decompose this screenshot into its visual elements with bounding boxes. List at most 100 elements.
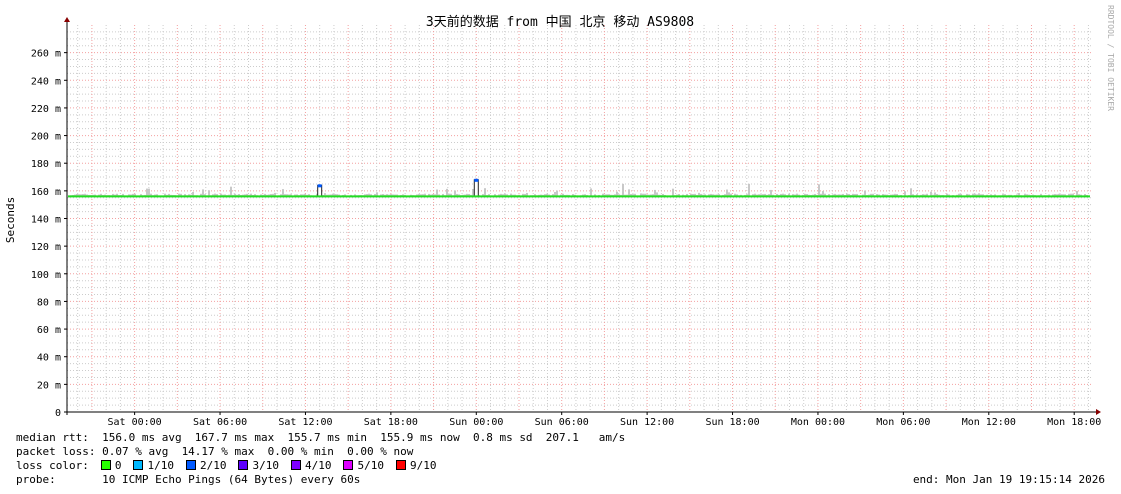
smoke-band bbox=[446, 188, 448, 198]
smoke-band bbox=[454, 190, 456, 198]
loss-color-swatch bbox=[185, 460, 196, 470]
loss-color-legend: loss color: 0 1/10 2/10 3/10 4/10 5/10 9/10 bbox=[16, 459, 448, 473]
loss-color-swatch bbox=[395, 460, 406, 470]
smoke-band bbox=[818, 184, 820, 198]
smoke-band bbox=[698, 192, 700, 198]
rtt-spike bbox=[473, 179, 479, 197]
x-tick-label: Sat 00:00 bbox=[108, 417, 162, 428]
smoke-band bbox=[324, 193, 326, 198]
loss-color-swatch bbox=[238, 460, 249, 470]
y-tick-label: 200 m bbox=[31, 132, 61, 143]
x-tick-label: Sat 06:00 bbox=[193, 417, 247, 428]
loss-color-item: 3/10 bbox=[238, 459, 279, 472]
x-tick-label: Mon 06:00 bbox=[876, 417, 930, 428]
smoke-band bbox=[728, 192, 730, 198]
smoke-band bbox=[654, 189, 656, 198]
y-tick-label: 120 m bbox=[31, 242, 61, 253]
smoke-band bbox=[656, 192, 658, 198]
y-tick-label: 100 m bbox=[31, 270, 61, 281]
smoke-band bbox=[748, 183, 750, 198]
loss-color-swatch bbox=[100, 460, 111, 470]
y-tick-label: 160 m bbox=[31, 187, 61, 198]
smoke-band bbox=[146, 188, 148, 198]
x-tick-label: Mon 18:00 bbox=[1047, 417, 1101, 428]
x-tick-label: Mon 12:00 bbox=[962, 417, 1016, 428]
smoke-band bbox=[202, 189, 204, 198]
x-axis-arrow bbox=[1096, 409, 1101, 415]
smoke-band bbox=[230, 186, 232, 198]
smoke-band bbox=[274, 192, 276, 198]
smoke-band bbox=[1018, 193, 1020, 198]
y-tick-label: 40 m bbox=[37, 353, 61, 364]
smoke-band bbox=[628, 189, 630, 198]
loss-color-label: 9/10 bbox=[409, 459, 437, 472]
watermark: RRDTOOL / TOBI OETIKER bbox=[1106, 5, 1115, 111]
loss-color-item: 0 bbox=[100, 459, 122, 472]
smoke-band bbox=[148, 188, 150, 198]
end-time: end: Mon Jan 19 19:15:14 2026 bbox=[912, 473, 1105, 486]
smoke-band bbox=[376, 192, 378, 198]
x-tick-label: Sun 12:00 bbox=[620, 417, 674, 428]
smoke-band bbox=[1076, 190, 1078, 198]
smoke-band bbox=[590, 188, 592, 198]
loss-color-label: 2/10 bbox=[199, 459, 227, 472]
smoke-band bbox=[192, 191, 194, 198]
median-rtt-stats: median rtt: 156.0 ms avg 167.7 ms max 15… bbox=[16, 431, 626, 444]
smoke-band bbox=[904, 191, 906, 198]
loss-color-label: loss color: bbox=[16, 459, 89, 472]
smoke-band bbox=[556, 190, 558, 198]
smoke-band bbox=[672, 188, 674, 198]
y-tick-label: 220 m bbox=[31, 104, 61, 115]
smoke-band bbox=[616, 191, 618, 198]
x-tick-label: Sun 00:00 bbox=[449, 417, 503, 428]
packet-loss-stats: packet loss: 0.07 % avg 14.17 % max 0.00… bbox=[16, 445, 414, 458]
loss-color-item: 5/10 bbox=[343, 459, 384, 472]
smoke-band bbox=[472, 188, 474, 198]
y-tick-label: 260 m bbox=[31, 49, 61, 60]
spike-loss-marker bbox=[474, 178, 479, 182]
y-tick-label: 140 m bbox=[31, 215, 61, 226]
y-tick-label: 180 m bbox=[31, 159, 61, 170]
y-axis-arrow bbox=[64, 17, 70, 22]
smoke-band bbox=[864, 190, 866, 198]
x-tick-label: Sun 06:00 bbox=[535, 417, 589, 428]
spike-loss-marker bbox=[317, 184, 322, 188]
y-tick-label: 80 m bbox=[37, 297, 61, 308]
loss-color-swatch bbox=[290, 460, 301, 470]
smoke-band bbox=[978, 193, 980, 198]
x-tick-label: Sun 18:00 bbox=[705, 417, 759, 428]
loss-color-item: 1/10 bbox=[133, 459, 174, 472]
smoke-band bbox=[622, 183, 624, 198]
loss-color-label: 4/10 bbox=[304, 459, 332, 472]
loss-color-label: 3/10 bbox=[252, 459, 279, 472]
smoke-band bbox=[282, 189, 284, 198]
loss-color-item: 2/10 bbox=[185, 459, 227, 472]
smoke-band bbox=[822, 191, 824, 198]
x-tick-label: Mon 00:00 bbox=[791, 417, 845, 428]
y-tick-label: 240 m bbox=[31, 76, 61, 87]
smoke-band bbox=[640, 193, 642, 198]
smoke-band bbox=[436, 189, 438, 198]
loss-color-label: 1/10 bbox=[147, 459, 174, 472]
smoke-band bbox=[726, 189, 728, 198]
loss-color-label: 0 bbox=[114, 459, 122, 472]
loss-color-swatch bbox=[343, 460, 354, 470]
y-axis-label: Seconds bbox=[4, 197, 17, 243]
smoke-band bbox=[770, 189, 772, 198]
smoke-band bbox=[930, 191, 932, 198]
smoke-band bbox=[910, 188, 912, 198]
x-tick-label: Sat 12:00 bbox=[278, 417, 332, 428]
smoke-band bbox=[526, 192, 528, 198]
y-tick-label: 60 m bbox=[37, 325, 61, 336]
smoke-band bbox=[554, 191, 556, 198]
probe-info: probe: 10 ICMP Echo Pings (64 Bytes) eve… bbox=[16, 473, 361, 486]
chart-title: 3天前的数据 from 中国 北京 移动 AS9808 bbox=[426, 14, 694, 30]
y-tick-label: 0 bbox=[55, 408, 61, 419]
smoke-band bbox=[208, 190, 210, 198]
smoke-band bbox=[484, 188, 486, 198]
smoke-band bbox=[934, 192, 936, 198]
y-tick-label: 20 m bbox=[37, 380, 61, 391]
loss-color-swatch bbox=[133, 460, 144, 470]
loss-color-item: 9/10 bbox=[395, 459, 437, 472]
